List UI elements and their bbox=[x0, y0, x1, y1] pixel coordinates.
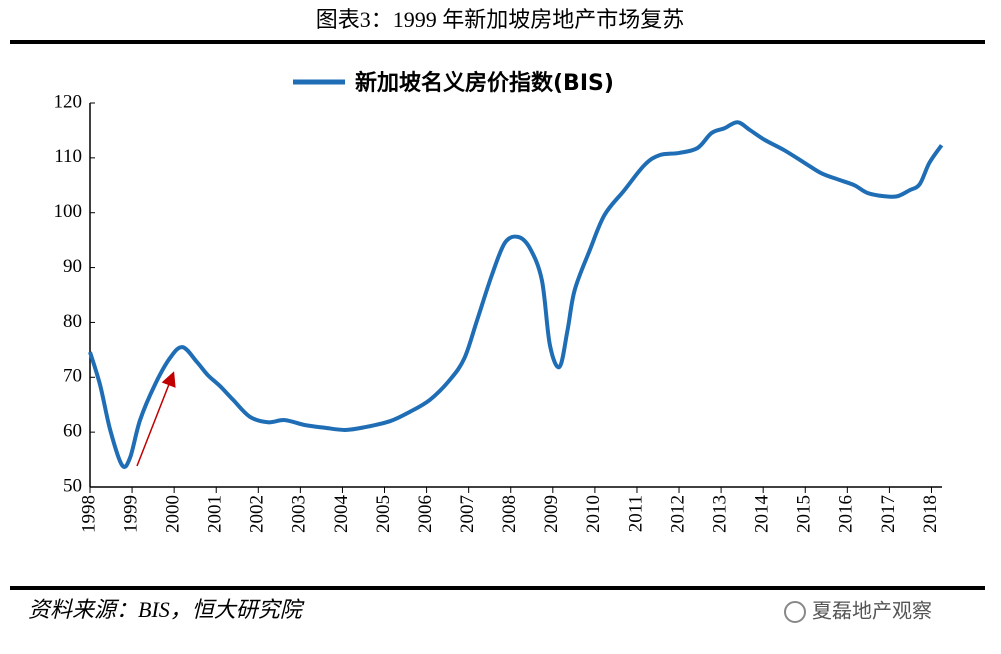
y-tick-label: 120 bbox=[54, 91, 83, 112]
x-tick-label: 2001 bbox=[205, 495, 226, 533]
x-tick-label: 1998 bbox=[78, 495, 99, 533]
x-tick-label: 2012 bbox=[667, 495, 688, 533]
x-tick-label: 2010 bbox=[583, 495, 604, 533]
watermark-icon bbox=[784, 601, 806, 623]
x-tick-label: 2016 bbox=[836, 495, 857, 533]
y-tick-label: 60 bbox=[63, 421, 82, 442]
annotation-arrow bbox=[136, 371, 176, 467]
x-tick-label: 2000 bbox=[163, 495, 184, 533]
x-tick-label: 2018 bbox=[920, 495, 941, 533]
data-line bbox=[88, 120, 944, 469]
y-tick-label: 50 bbox=[63, 475, 82, 496]
title-rule bbox=[10, 40, 985, 44]
x-tick-label: 2013 bbox=[709, 495, 730, 533]
x-tick-label: 2007 bbox=[457, 495, 478, 533]
x-tick-label: 1999 bbox=[120, 495, 141, 533]
x-tick-label: 2008 bbox=[499, 495, 520, 533]
y-tick-label: 100 bbox=[54, 201, 83, 222]
x-tick-label: 2011 bbox=[625, 495, 646, 532]
x-tick-label: 2015 bbox=[794, 495, 815, 533]
x-tick-label: 2006 bbox=[415, 495, 436, 533]
x-tick-label: 2005 bbox=[373, 495, 394, 533]
y-tick-label: 90 bbox=[63, 256, 82, 277]
chart-title: 图表3：1999 年新加坡房地产市场复苏 bbox=[316, 7, 685, 32]
y-tick-label: 80 bbox=[63, 311, 82, 332]
y-tick-label: 110 bbox=[54, 146, 82, 167]
footer-rule bbox=[10, 586, 985, 590]
x-tick-label: 2002 bbox=[247, 495, 268, 533]
x-tick-label: 2017 bbox=[878, 495, 899, 533]
x-tick-label: 2014 bbox=[752, 495, 773, 534]
watermark: 夏磊地产观察 bbox=[812, 599, 932, 623]
x-tick-label: 2003 bbox=[289, 495, 310, 533]
x-tick-label: 2004 bbox=[331, 495, 352, 534]
x-tick-label: 2009 bbox=[541, 495, 562, 533]
source: 资料来源：BIS，恒大研究院 bbox=[28, 597, 305, 622]
legend-label: 新加坡名义房价指数(BIS) bbox=[355, 70, 614, 96]
y-tick-label: 70 bbox=[63, 366, 82, 387]
